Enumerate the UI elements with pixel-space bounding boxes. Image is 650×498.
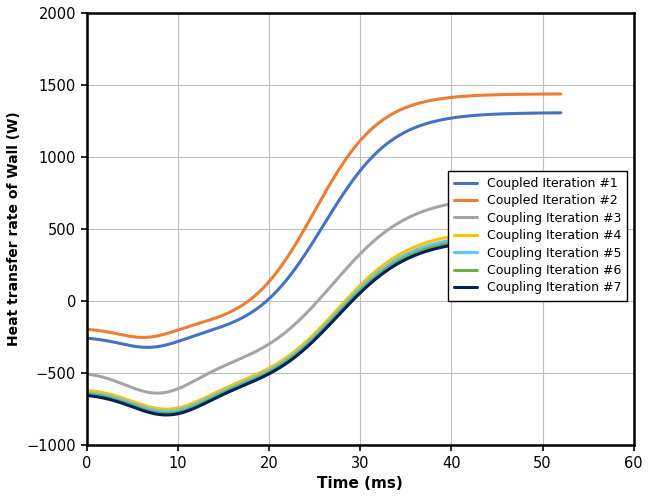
Coupling Iteration #7 bbox=[441, 244, 448, 249]
Legend: Coupled Iteration #1, Coupled Iteration #2, Coupling Iteration #3, Coupling Iter: Coupled Iteration #1, Coupled Iteration … bbox=[448, 171, 627, 301]
Coupling Iteration #6 bbox=[557, 234, 565, 240]
Coupling Iteration #3 bbox=[441, 202, 448, 208]
Coupling Iteration #6 bbox=[298, 347, 305, 353]
Line: Coupling Iteration #3: Coupling Iteration #3 bbox=[86, 197, 561, 393]
Coupling Iteration #5 bbox=[167, 408, 175, 414]
Coupling Iteration #4 bbox=[557, 227, 565, 233]
Coupled Iteration #2 bbox=[83, 326, 90, 332]
Coupled Iteration #1 bbox=[441, 116, 448, 122]
Coupled Iteration #1 bbox=[167, 341, 175, 347]
X-axis label: Time (ms): Time (ms) bbox=[317, 476, 403, 491]
Coupling Iteration #3 bbox=[167, 388, 175, 394]
Coupled Iteration #2 bbox=[139, 335, 147, 341]
Coupling Iteration #6 bbox=[400, 255, 408, 261]
Coupling Iteration #5 bbox=[298, 345, 305, 351]
Coupled Iteration #1 bbox=[400, 129, 408, 135]
Coupling Iteration #3 bbox=[205, 370, 213, 376]
Coupling Iteration #6 bbox=[162, 410, 170, 416]
Coupled Iteration #2 bbox=[557, 91, 565, 97]
Coupling Iteration #3 bbox=[298, 315, 305, 321]
Coupling Iteration #5 bbox=[441, 239, 448, 245]
Coupling Iteration #7 bbox=[557, 236, 565, 242]
Coupling Iteration #5 bbox=[205, 395, 213, 401]
Coupling Iteration #3 bbox=[363, 245, 370, 250]
Coupling Iteration #3 bbox=[400, 217, 408, 223]
Coupling Iteration #6 bbox=[363, 281, 370, 287]
Coupling Iteration #5 bbox=[162, 408, 170, 414]
Coupling Iteration #4 bbox=[205, 393, 213, 399]
Coupled Iteration #1 bbox=[83, 335, 90, 341]
Line: Coupled Iteration #1: Coupled Iteration #1 bbox=[86, 113, 561, 348]
Coupling Iteration #6 bbox=[441, 241, 448, 247]
Coupled Iteration #2 bbox=[363, 130, 370, 136]
Coupling Iteration #4 bbox=[162, 406, 170, 412]
Coupling Iteration #7 bbox=[83, 392, 90, 398]
Y-axis label: Heat transfer rate of Wall (W): Heat transfer rate of Wall (W) bbox=[7, 112, 21, 347]
Line: Coupling Iteration #7: Coupling Iteration #7 bbox=[86, 239, 561, 415]
Coupling Iteration #7 bbox=[400, 257, 408, 263]
Coupling Iteration #4 bbox=[363, 276, 370, 282]
Coupling Iteration #4 bbox=[400, 249, 408, 255]
Line: Coupling Iteration #6: Coupling Iteration #6 bbox=[86, 237, 561, 413]
Line: Coupling Iteration #5: Coupling Iteration #5 bbox=[86, 234, 561, 411]
Coupled Iteration #2 bbox=[441, 95, 448, 101]
Coupling Iteration #4 bbox=[167, 406, 175, 412]
Coupling Iteration #3 bbox=[153, 390, 161, 396]
Coupling Iteration #6 bbox=[83, 391, 90, 397]
Coupled Iteration #2 bbox=[205, 317, 213, 323]
Coupled Iteration #2 bbox=[167, 329, 175, 335]
Line: Coupling Iteration #4: Coupling Iteration #4 bbox=[86, 230, 561, 409]
Coupling Iteration #7 bbox=[167, 412, 175, 418]
Coupling Iteration #5 bbox=[363, 279, 370, 285]
Coupling Iteration #5 bbox=[400, 252, 408, 258]
Coupling Iteration #6 bbox=[167, 410, 175, 416]
Coupled Iteration #1 bbox=[298, 256, 305, 262]
Coupling Iteration #7 bbox=[363, 284, 370, 290]
Coupled Iteration #1 bbox=[363, 160, 370, 166]
Coupling Iteration #6 bbox=[205, 397, 213, 403]
Coupling Iteration #5 bbox=[83, 389, 90, 395]
Coupling Iteration #7 bbox=[205, 398, 213, 404]
Coupled Iteration #1 bbox=[557, 110, 565, 116]
Coupled Iteration #2 bbox=[400, 105, 408, 111]
Coupling Iteration #7 bbox=[162, 412, 170, 418]
Coupled Iteration #1 bbox=[205, 328, 213, 334]
Coupled Iteration #2 bbox=[298, 231, 305, 237]
Coupling Iteration #4 bbox=[83, 387, 90, 393]
Coupling Iteration #5 bbox=[557, 231, 565, 237]
Coupling Iteration #7 bbox=[298, 349, 305, 355]
Line: Coupled Iteration #2: Coupled Iteration #2 bbox=[86, 94, 561, 338]
Coupling Iteration #3 bbox=[557, 194, 565, 200]
Coupling Iteration #4 bbox=[298, 343, 305, 349]
Coupling Iteration #3 bbox=[83, 371, 90, 377]
Coupling Iteration #4 bbox=[441, 235, 448, 241]
Coupled Iteration #1 bbox=[144, 345, 151, 351]
